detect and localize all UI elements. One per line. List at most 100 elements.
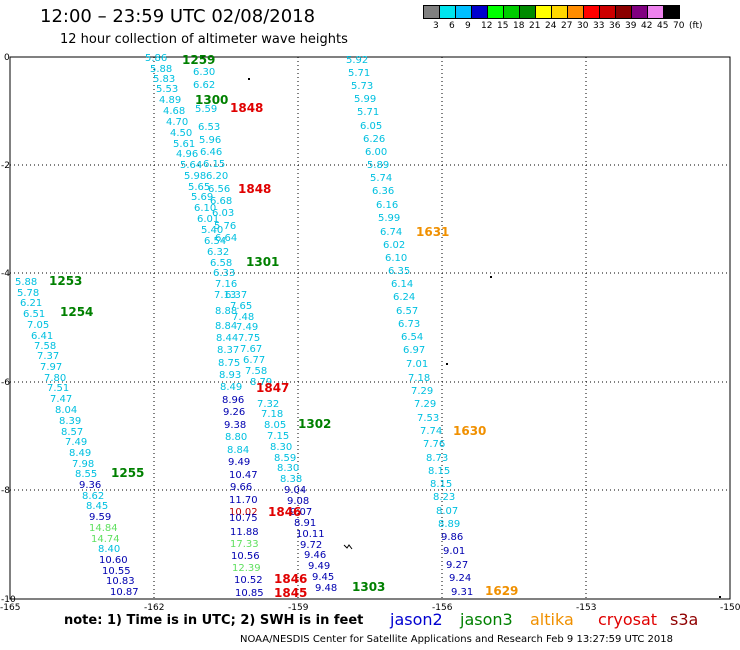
longitude-label: -156 <box>432 603 453 613</box>
wave-height-value: 5.96 <box>199 135 221 146</box>
wave-height-value: 7.37 <box>37 351 59 362</box>
wave-height-value: 6.51 <box>23 309 45 320</box>
wave-height-value: 8.49 <box>69 448 91 459</box>
wave-height-value: 5.59 <box>195 104 217 115</box>
wave-height-value: 5.61 <box>173 139 195 150</box>
wave-height-value: 6.54 <box>401 332 423 343</box>
wave-height-value: 9.49 <box>308 561 330 572</box>
wave-height-value: 6.53 <box>198 122 220 133</box>
longitude-label: -153 <box>576 603 597 613</box>
wave-height-value: 8.15 <box>428 466 450 477</box>
legend-label: 9 <box>465 21 471 31</box>
wave-height-value: 8.62 <box>82 491 104 502</box>
pass-time-label: 1846 <box>274 572 307 586</box>
wave-height-value: 7.05 <box>27 320 49 331</box>
wave-height-value: 8.38 <box>280 474 302 485</box>
wave-height-value: 9.31 <box>451 587 473 598</box>
wave-height-value: 10.47 <box>229 470 258 481</box>
satellite-s3a-label: s3a <box>670 610 699 629</box>
wave-height-value: 5.99 <box>354 94 376 105</box>
lat-lon-grid <box>10 57 730 599</box>
wave-height-value: 8.79 <box>250 377 272 388</box>
wave-height-value: 17.33 <box>230 539 259 550</box>
pass-time-label: 1847 <box>256 381 289 395</box>
wave-height-value: 5.83 <box>153 74 175 85</box>
pass-time-label: 1848 <box>230 101 263 115</box>
wave-height-value: 6.64 <box>215 233 237 244</box>
wave-height-value: 8.30 <box>270 442 292 453</box>
wave-height-value: 5.76 <box>214 221 236 232</box>
wave-height-value: 7.49 <box>65 437 87 448</box>
wave-height-value: 8.91 <box>294 518 316 529</box>
wave-height-value: 5.78 <box>17 288 39 299</box>
wave-height-value: 14.74 <box>91 534 120 545</box>
wave-height-value: 6.35 <box>388 266 410 277</box>
wave-height-value: 4.70 <box>166 117 188 128</box>
pass-time-label: 1254 <box>60 305 93 319</box>
legend-label: 12 <box>481 21 493 31</box>
wave-height-value: 9.04 <box>284 485 306 496</box>
wave-height-value: 6.77 <box>243 355 265 366</box>
wave-height-value: 8.39 <box>59 416 81 427</box>
latitude-label: -4 <box>1 269 10 279</box>
wave-height-value: 8.40 <box>98 544 120 555</box>
wave-height-value: 4.50 <box>170 128 192 139</box>
wave-height-value: 6.32 <box>207 247 229 258</box>
wave-height-value: 12.39 <box>232 563 261 574</box>
legend-label: 33 <box>593 21 605 31</box>
wave-height-value: 7.76 <box>423 439 445 450</box>
pass-time-label: 1848 <box>238 182 271 196</box>
wave-height-value: 8.05 <box>264 420 286 431</box>
wave-height-value: 6.14 <box>391 279 413 290</box>
wave-height-value: 8.45 <box>86 501 108 512</box>
legend-label: 24 <box>545 21 557 31</box>
wave-height-value: 6.41 <box>31 331 53 342</box>
wave-height-value: 5.88 <box>15 277 37 288</box>
map-frame <box>9 56 731 600</box>
wave-height-value: 7.29 <box>411 386 433 397</box>
wave-height-value: 6.24 <box>393 292 415 303</box>
wave-height-value: 6.97 <box>403 345 425 356</box>
wave-height-value: 9.46 <box>304 550 326 561</box>
wave-height-value: 5.89 <box>367 160 389 171</box>
wave-height-value: 5.74 <box>370 173 392 184</box>
legend-label: (ft) <box>689 21 703 31</box>
color-scale-labels: 3 6 9 12 15 18 21 24 27 30 33 36 39 42 45 70 (ft) <box>423 21 740 35</box>
wave-height-value: 9.45 <box>312 572 334 583</box>
wave-height-value: 4.68 <box>163 106 185 117</box>
wave-height-value: 5.73 <box>351 81 373 92</box>
pass-time-label: 1845 <box>274 586 307 600</box>
wave-height-value: 8.55 <box>75 469 97 480</box>
pass-time-label: 1255 <box>111 466 144 480</box>
legend-label: 6 <box>449 21 455 31</box>
wave-height-value: 11.70 <box>229 495 258 506</box>
wave-height-value: 10.11 <box>296 529 325 540</box>
wave-height-value: 7.15 <box>267 431 289 442</box>
pass-time-label: 1303 <box>352 580 385 594</box>
wave-height-value: 9.08 <box>287 496 309 507</box>
wave-height-value: 7.53 <box>417 413 439 424</box>
longitude-label: -150 <box>720 603 740 613</box>
wave-height-value: 4.96 <box>176 149 198 160</box>
wave-height-value: 7.29 <box>414 399 436 410</box>
wave-height-value: 8.23 <box>433 492 455 503</box>
chart-subtitle: 12 hour collection of altimeter wave hei… <box>60 32 348 47</box>
legend-label: 42 <box>641 21 653 31</box>
wave-height-value: 7.97 <box>40 362 62 373</box>
wave-height-value: 8.04 <box>55 405 77 416</box>
wave-height-value: 6.73 <box>398 319 420 330</box>
pass-time-label: 1253 <box>49 274 82 288</box>
legend-label: 30 <box>577 21 589 31</box>
altimeter-tracks: 5.865.885.835.534.894.684.704.505.614.96… <box>15 53 518 600</box>
wave-height-value: 6.10 <box>194 203 216 214</box>
wave-height-value: 7.01 <box>406 359 428 370</box>
wave-height-value: 7.67 <box>240 344 262 355</box>
wave-height-value: 9.01 <box>443 546 465 557</box>
credit-footer: NOAA/NESDIS Center for Satellite Applica… <box>240 634 673 645</box>
legend-label: 36 <box>609 21 621 31</box>
wave-height-value: 8.88 <box>215 306 237 317</box>
wave-height-value: 7.80 <box>44 373 66 384</box>
units-note: note: 1) Time is in UTC; 2) SWH is in fe… <box>64 613 364 628</box>
wave-height-value: 7.18 <box>408 373 430 384</box>
latitude-label: -6 <box>1 378 10 388</box>
